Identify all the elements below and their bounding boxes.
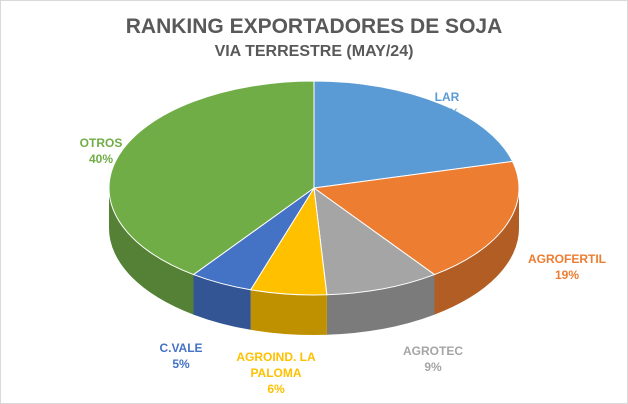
slice-side [326,274,435,335]
category-label: LAR [434,90,460,104]
value-label: 40% [88,152,114,166]
value-label: 9% [424,360,442,374]
value-label: 5% [172,357,190,371]
value-label: 6% [267,382,285,396]
data-label: OTROS 40% [61,135,141,167]
value-label: 19% [554,268,580,282]
slice [313,80,514,189]
slice-side [108,188,194,315]
slice-side [250,289,327,335]
data-label: C.VALE 5% [146,340,216,372]
data-label: AGROIND. LA PALOMA 6% [221,349,331,397]
slice-side [434,188,519,315]
slice-side [193,274,251,330]
slice-side-shade [108,188,194,315]
slice [108,80,315,276]
chart-title: RANKING EXPORTADORES DE SOJA [125,15,503,38]
slice [312,160,520,276]
data-label: AGROFERTIL 19% [522,251,612,283]
slice-side-shade [434,188,519,315]
slice-side-shade [326,274,435,335]
category-label: AGROIND. LA PALOMA [236,350,316,380]
category-label: AGROTEC [403,344,463,358]
data-label: LAR 21% [407,89,487,121]
slice [313,186,436,296]
category-label: AGROFERTIL [528,252,606,266]
data-label: AGROTEC 9% [393,343,473,375]
category-label: OTROS [79,136,123,150]
category-label: C.VALE [159,341,203,355]
slice-side-shade [250,289,327,335]
chart-subtitle: VIA TERRESTRE (MAY/24) [214,43,414,60]
value-label: 21% [434,106,460,120]
slice-side-shade [193,274,251,330]
